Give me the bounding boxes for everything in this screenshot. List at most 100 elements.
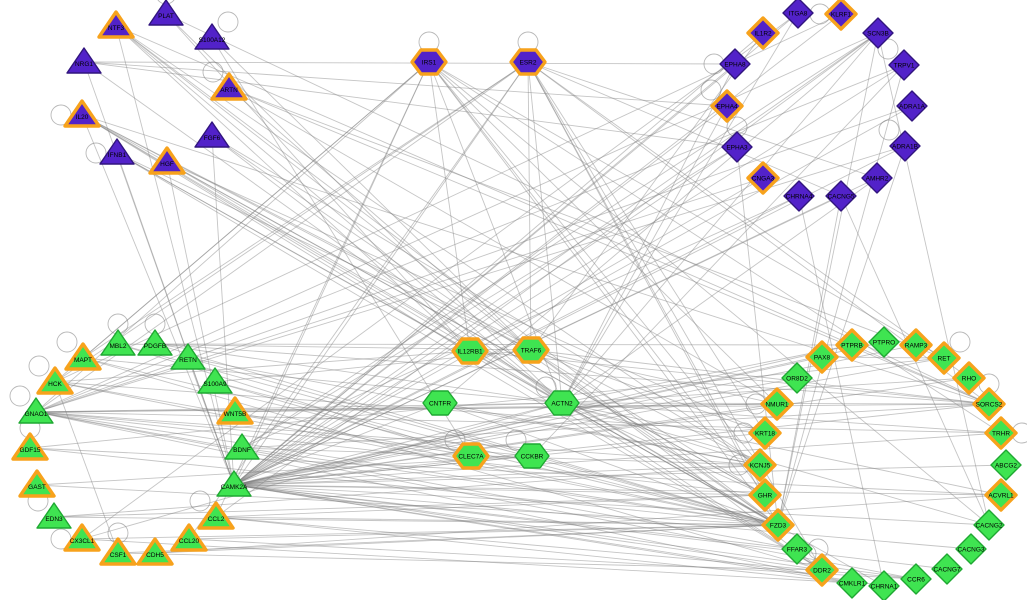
diamond-shape-AMHR2[interactable] — [861, 162, 893, 194]
self-loop-ARTN[interactable] — [202, 61, 224, 83]
edge-FZD3-EDN3[interactable] — [53, 516, 779, 526]
edge-FZD3-CCL20[interactable] — [188, 524, 779, 540]
edge-S100A9-CLEC7A[interactable] — [214, 381, 472, 457]
edge-IRS1-KCNJ5[interactable] — [428, 61, 761, 466]
edge-ESR2-DDR2[interactable] — [527, 61, 823, 571]
edge-S100A12-CLEC7A[interactable] — [211, 37, 472, 457]
triangle-shape-CCL2[interactable] — [197, 501, 235, 530]
edge-SCN3B-BDNF[interactable] — [241, 32, 879, 449]
edge-CAMK2A-RHO[interactable] — [233, 377, 970, 486]
diamond-shape-KRT18[interactable] — [748, 416, 782, 450]
diamond-shape-EPHA4[interactable] — [710, 89, 744, 123]
edge-SCN3B-CNTFR[interactable] — [439, 32, 879, 404]
node-S100A12[interactable]: S100A12 — [194, 23, 230, 50]
edge-IRS1-CCL2[interactable] — [215, 61, 430, 518]
hexagon-shape-CCKBR[interactable] — [514, 443, 550, 469]
edge-ACTN2-CHRNA1[interactable] — [561, 402, 885, 587]
edge-KLRF1-HCK[interactable] — [54, 13, 842, 383]
edge-CAMK2A-KCNJ5[interactable] — [233, 464, 761, 486]
edge-FZD3-WNT5B[interactable] — [234, 411, 779, 526]
triangle-shape-NTF3[interactable] — [97, 10, 135, 39]
edge-ARTN-RET[interactable] — [228, 87, 945, 359]
edge-HGF-KRT18[interactable] — [166, 161, 766, 434]
node-EDN3[interactable]: EDN3 — [36, 502, 72, 529]
node-AMHR2[interactable]: AMHR2 — [861, 162, 893, 194]
edge-CAMK2A-EPHA8[interactable] — [233, 63, 736, 486]
edge-FZD3-IL20[interactable] — [81, 114, 779, 526]
hexagon-shape-IL12RB1[interactable] — [451, 337, 489, 365]
node-SORCS2[interactable]: SORCS2 — [972, 387, 1006, 421]
edge-ESR2-AMHR2[interactable] — [527, 61, 878, 179]
node-CNTFR[interactable]: CNTFR — [422, 390, 458, 416]
diamond-shape-CNGA3[interactable] — [746, 161, 780, 195]
edge-CAMK2A-CHRNA1[interactable] — [233, 484, 885, 587]
triangle-shape-CX3CL1[interactable] — [63, 523, 101, 552]
triangle-shape-EDN3[interactable] — [36, 502, 72, 529]
node-EPHA4[interactable]: EPHA4 — [710, 89, 744, 123]
edge-FZD3-NTF3[interactable] — [115, 25, 779, 526]
node-ABCG2[interactable]: ABCG2 — [990, 449, 1022, 481]
edge-HCK-KRT18[interactable] — [54, 381, 766, 434]
diamond-shape-ADRA1B[interactable] — [889, 130, 921, 162]
edge-ACTN2-FGF6[interactable] — [211, 135, 563, 404]
diamond-shape-IL1R2[interactable] — [746, 16, 780, 50]
edge-FZD3-SCN3B[interactable] — [777, 32, 879, 526]
edge-CAMK2A-ACVRL1[interactable] — [233, 484, 1002, 496]
triangle-shape-BDNF[interactable] — [224, 433, 260, 460]
edge-CAMK2A-ESR2[interactable] — [233, 61, 529, 486]
edge-GNAO1-CCR6[interactable] — [35, 411, 917, 580]
triangle-shape-MAPT[interactable] — [64, 342, 102, 371]
edge-CAMK2A-PTPRB[interactable] — [233, 344, 853, 486]
node-ADRA1A[interactable]: ADRA1A — [896, 90, 928, 122]
node-EPHA3[interactable]: EPHA3 — [721, 131, 753, 163]
edge-IRS1-TRHR[interactable] — [428, 61, 1002, 434]
triangle-shape-CAMK2A[interactable] — [216, 470, 252, 497]
node-RETN[interactable]: RETN — [170, 343, 206, 370]
edge-ESR2-CACNG5[interactable] — [527, 61, 842, 197]
edge-CAMK2A-CHRNA4[interactable] — [233, 195, 800, 486]
triangle-shape-CDH5[interactable] — [136, 537, 174, 566]
diamond-shape-CMKLR1[interactable] — [836, 567, 868, 599]
edge-CAMK2A-TRHR[interactable] — [233, 432, 1002, 486]
node-RET[interactable]: RET — [927, 341, 961, 375]
diamond-shape-CACNG7[interactable] — [931, 553, 963, 585]
edge-CAMK2A-CACNG2[interactable] — [233, 484, 990, 526]
edge-SCN3B-CACNG2[interactable] — [877, 32, 990, 526]
diamond-shape-RET[interactable] — [927, 341, 961, 375]
triangle-shape-GNAO1[interactable] — [18, 397, 54, 424]
edge-HCK-IL12RB1[interactable] — [54, 350, 471, 383]
edge-IL20-GHR[interactable] — [81, 114, 766, 496]
edge-ACTN2-ACVRL1[interactable] — [561, 402, 1002, 496]
edge-CAMK2A-PAX8[interactable] — [233, 356, 823, 486]
edge-ACTN2-PDGFB[interactable] — [154, 343, 563, 404]
edge-IL12RB1-SORCS2[interactable] — [469, 350, 990, 405]
self-loop-ADRA1B[interactable] — [878, 119, 900, 141]
edge-IRS1-HCK[interactable] — [54, 61, 430, 383]
triangle-shape-PDGFB[interactable] — [137, 329, 173, 356]
node-CHRNA4[interactable]: CHRNA4 — [783, 180, 815, 212]
edge-GNAO1-ACTN2[interactable] — [35, 402, 563, 413]
edge-FZD3-IFNB1[interactable] — [116, 152, 779, 526]
node-SCN3B[interactable]: SCN3B — [862, 17, 894, 49]
diamond-shape-KLRF1[interactable] — [824, 0, 858, 31]
diamond-shape-FZD3[interactable] — [761, 508, 795, 542]
edge-CAMK2A-CNTFR[interactable] — [233, 402, 441, 486]
edge-CAMK2A-SCN3B[interactable] — [233, 32, 879, 486]
diamond-shape-NMUR1[interactable] — [760, 387, 794, 421]
diamond-shape-FFAR3[interactable] — [781, 533, 813, 565]
edge-CCL20-CCR6[interactable] — [188, 538, 917, 580]
diamond-shape-GHR[interactable] — [748, 478, 782, 512]
self-loop-CCL2[interactable] — [189, 490, 211, 512]
node-PLAT[interactable]: PLAT — [148, 0, 184, 26]
edge-FZD3-CDH5[interactable] — [154, 524, 779, 554]
edge-CAMK2A-CACNG7[interactable] — [233, 484, 948, 570]
diamond-shape-SCN3B[interactable] — [862, 17, 894, 49]
edge-ACTN2-CX3CL1[interactable] — [81, 402, 563, 540]
edge-HCK-CLEC7A[interactable] — [54, 381, 472, 457]
self-loop-CLEC7A[interactable] — [444, 429, 466, 451]
edge-CHRNA4-CHRNA1[interactable] — [798, 195, 885, 587]
node-HGF[interactable]: HGF — [148, 146, 186, 175]
diamond-shape-EPHA3[interactable] — [721, 131, 753, 163]
self-loop-GNAO1[interactable] — [9, 385, 31, 407]
edge-FZD3-FGF6[interactable] — [211, 135, 779, 526]
